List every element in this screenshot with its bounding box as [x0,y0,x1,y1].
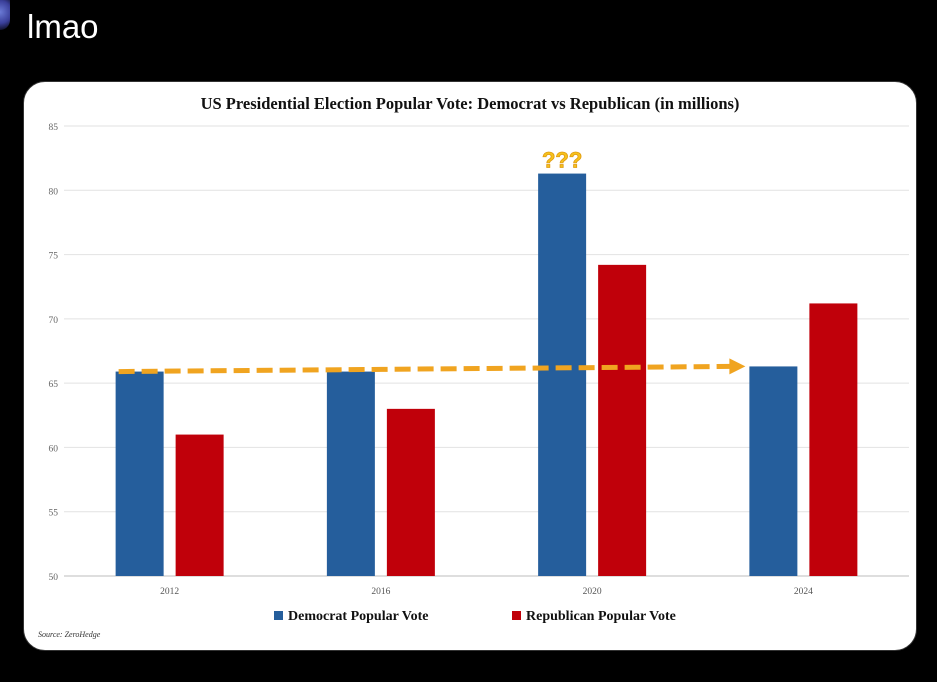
trend-arrow-line [118,363,732,375]
bars [115,173,858,577]
y-tick-label: 50 [49,573,59,583]
bar-democrat-2012 [115,371,164,576]
post-text: lmao [27,8,99,45]
legend-label-democrat: Democrat Popular Vote [288,609,429,624]
y-tick-label: 75 [49,252,59,262]
y-tick-label: 70 [49,316,59,326]
legend-swatch-republican [512,611,521,620]
question-marks: ??? [542,148,582,173]
bar-democrat-2024 [749,366,798,576]
avatar[interactable] [0,0,10,30]
bar-republican-2020 [598,264,647,576]
y-axis: 50 55 60 65 70 75 80 85 [49,123,59,583]
bar-democrat-2016 [326,371,375,576]
y-tick-label: 80 [49,187,59,197]
legend-label-republican: Republican Popular Vote [526,609,676,624]
x-tick-label: 2024 [794,587,813,597]
y-tick-label: 85 [49,123,59,133]
bar-republican-2012 [175,434,224,576]
y-tick-label: 55 [49,509,59,519]
y-tick-label: 65 [49,380,59,390]
x-tick-label: 2020 [583,587,602,597]
x-tick-label: 2012 [160,587,179,597]
legend: Democrat Popular Vote Republican Popular … [274,609,676,624]
bar-republican-2016 [386,408,435,576]
source-note: Source: ZeroHedge [38,630,101,639]
chart-title: US Presidential Election Popular Vote: D… [201,94,740,113]
trend-arrow-head [729,358,746,375]
bar-republican-2024 [809,303,858,576]
legend-swatch-democrat [274,611,283,620]
bar-chart: US Presidential Election Popular Vote: D… [38,94,909,639]
annotations: ??? [118,147,746,375]
chart-image-card[interactable]: US Presidential Election Popular Vote: D… [23,81,917,651]
x-axis: 2012 2016 2020 2024 [160,587,813,597]
y-tick-label: 60 [49,444,59,454]
bar-democrat-2020 [538,173,587,577]
x-tick-label: 2016 [371,587,390,597]
